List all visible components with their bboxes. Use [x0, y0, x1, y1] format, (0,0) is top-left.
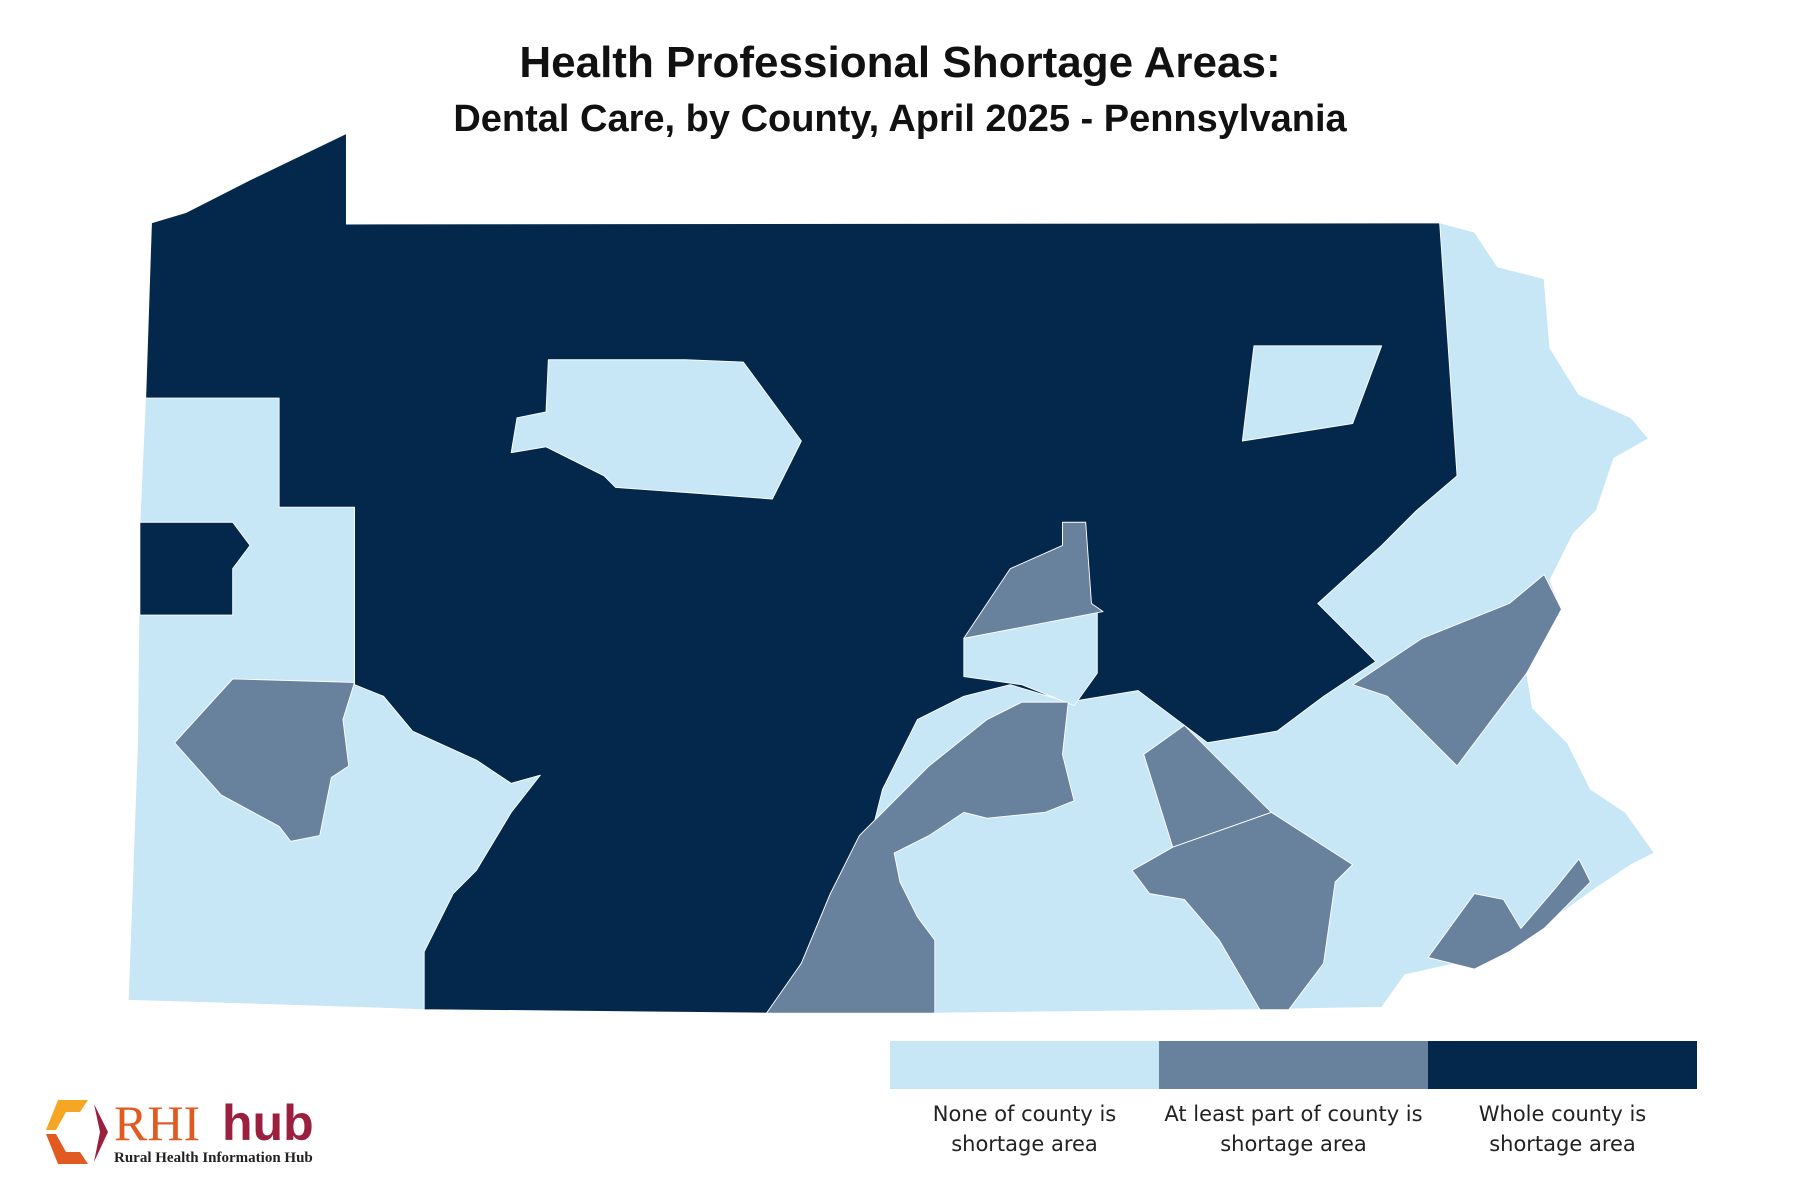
region-none-northeast: [1241, 345, 1383, 442]
legend-label-none: None of county is shortage area: [932, 1102, 1117, 1156]
legend-label-whole: Whole county is shortage area: [1478, 1102, 1647, 1156]
region-part-south-central: [766, 701, 1075, 1014]
region-part-philadelphia: [1427, 858, 1591, 970]
rhihub-logo: RHI hub Rural Health Information Hub: [44, 1095, 314, 1173]
region-part-central: [963, 521, 1104, 639]
logo-tagline: Rural Health Information Hub: [114, 1150, 313, 1166]
map-subtitle: Dental Care, by County, April 2025 - Pen…: [453, 98, 1347, 140]
region-whole-shortage-west: [139, 521, 251, 616]
region-part-southwest: [174, 678, 356, 842]
rhihub-logo-mark-icon: [46, 1100, 108, 1164]
region-part-lehigh: [1352, 574, 1562, 767]
legend-swatch-none: [890, 1041, 1159, 1089]
legend-label-part: At least part of county is shortage area: [1164, 1102, 1423, 1156]
region-none-north-central: [510, 359, 802, 500]
legend-item-none: None of county is shortage area: [890, 1041, 1159, 1159]
legend-swatch-whole: [1428, 1041, 1697, 1089]
logo-hub: hub: [222, 1095, 314, 1151]
region-part-lancaster: [1131, 811, 1354, 1011]
region-whole-shortage: [145, 132, 1458, 1014]
legend: None of county is shortage area At least …: [890, 1041, 1697, 1159]
legend-swatch-part: [1159, 1041, 1428, 1089]
logo-rhi: RHI: [114, 1095, 201, 1151]
map-title: Health Professional Shortage Areas:: [519, 38, 1281, 87]
legend-item-whole: Whole county is shortage area: [1428, 1041, 1697, 1159]
legend-item-part: At least part of county is shortage area: [1159, 1041, 1428, 1159]
